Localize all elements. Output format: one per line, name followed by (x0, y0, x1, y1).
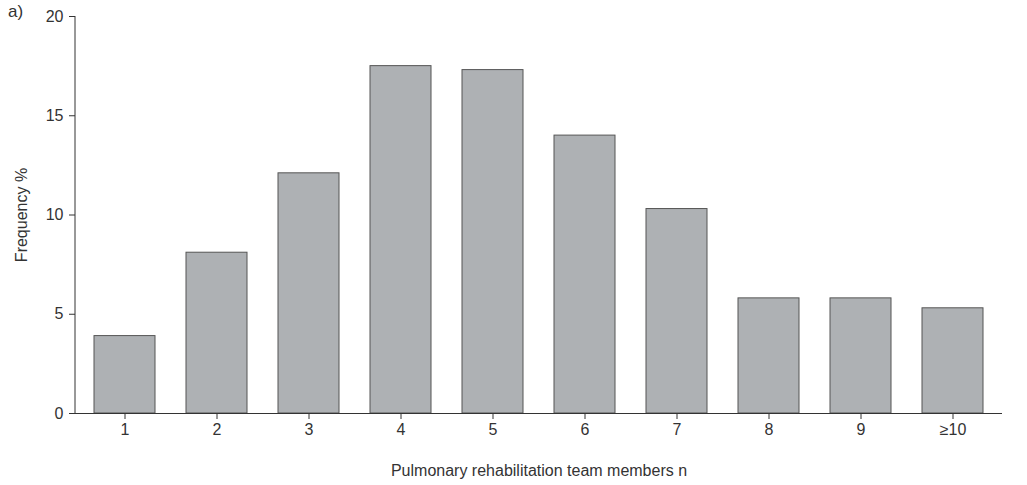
svg-text:15: 15 (46, 107, 64, 124)
svg-text:Frequency %: Frequency % (13, 168, 30, 262)
svg-text:3: 3 (305, 421, 314, 438)
svg-text:20: 20 (46, 8, 64, 25)
svg-text:5: 5 (489, 421, 498, 438)
svg-text:≥10: ≥10 (940, 421, 967, 438)
svg-text:5: 5 (55, 305, 64, 322)
svg-text:4: 4 (397, 421, 406, 438)
svg-text:2: 2 (213, 421, 222, 438)
svg-text:0: 0 (55, 405, 64, 422)
svg-text:10: 10 (46, 206, 64, 223)
svg-text:8: 8 (765, 421, 774, 438)
svg-text:7: 7 (673, 421, 682, 438)
svg-text:6: 6 (581, 421, 590, 438)
svg-text:1: 1 (121, 421, 130, 438)
svg-text:9: 9 (857, 421, 866, 438)
html-text:a): a) (8, 2, 24, 21)
svg-text:Pulmonary rehabilitation team: Pulmonary rehabilitation team members n (391, 462, 687, 479)
